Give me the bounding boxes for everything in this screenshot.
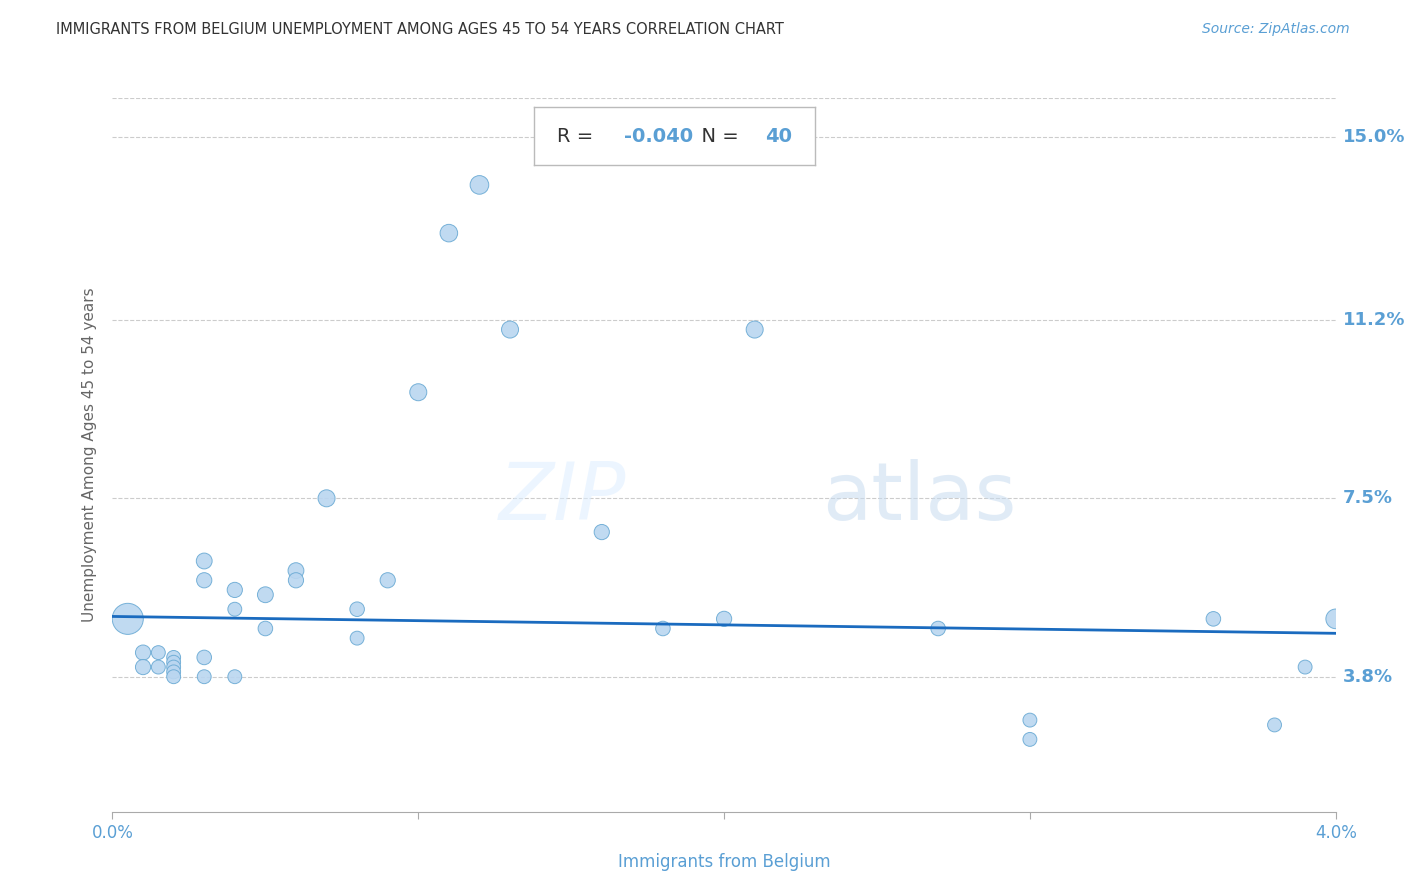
Point xyxy=(591,524,613,539)
Point xyxy=(224,582,246,597)
Y-axis label: Unemployment Among Ages 45 to 54 years: Unemployment Among Ages 45 to 54 years xyxy=(82,287,97,623)
Text: 3.8%: 3.8% xyxy=(1343,668,1393,686)
Text: IMMIGRANTS FROM BELGIUM UNEMPLOYMENT AMONG AGES 45 TO 54 YEARS CORRELATION CHART: IMMIGRANTS FROM BELGIUM UNEMPLOYMENT AMO… xyxy=(56,22,785,37)
Text: Source: ZipAtlas.com: Source: ZipAtlas.com xyxy=(1202,22,1350,37)
Point xyxy=(254,622,277,636)
Point xyxy=(224,602,246,616)
Point xyxy=(284,574,308,588)
Point xyxy=(346,602,368,616)
Point xyxy=(652,622,675,636)
Point xyxy=(437,226,460,240)
Point xyxy=(163,665,186,679)
Point xyxy=(927,622,949,636)
Text: 15.0%: 15.0% xyxy=(1343,128,1405,145)
Text: R =: R = xyxy=(557,127,599,145)
Point xyxy=(254,588,277,602)
Point xyxy=(377,574,399,588)
Text: N =: N = xyxy=(689,127,745,145)
Point xyxy=(1264,718,1286,732)
Point xyxy=(1018,713,1040,727)
Point xyxy=(468,178,491,192)
Point xyxy=(193,650,215,665)
Point xyxy=(148,660,170,674)
Point xyxy=(163,650,186,665)
Point xyxy=(193,670,215,684)
Point xyxy=(408,385,430,400)
Point xyxy=(163,660,186,674)
Point xyxy=(315,491,337,506)
Point xyxy=(193,574,215,588)
Text: ZIP: ZIP xyxy=(499,458,626,537)
Point xyxy=(499,322,522,336)
Text: 7.5%: 7.5% xyxy=(1343,490,1393,508)
Point xyxy=(1018,732,1040,747)
Point xyxy=(284,564,308,578)
Point xyxy=(148,646,170,660)
Text: 11.2%: 11.2% xyxy=(1343,311,1405,329)
Point xyxy=(1202,612,1225,626)
Point xyxy=(163,655,186,669)
Point xyxy=(163,670,186,684)
Point xyxy=(713,612,735,626)
Text: -0.040: -0.040 xyxy=(624,127,693,145)
Point xyxy=(346,631,368,645)
Point xyxy=(224,670,246,684)
Point xyxy=(132,660,155,674)
Point xyxy=(744,322,766,336)
Point xyxy=(1324,612,1347,626)
Text: atlas: atlas xyxy=(823,458,1017,537)
Point xyxy=(193,554,215,568)
Point xyxy=(117,612,139,626)
Point xyxy=(1294,660,1316,674)
X-axis label: Immigrants from Belgium: Immigrants from Belgium xyxy=(617,853,831,871)
Point xyxy=(132,646,155,660)
Text: 40: 40 xyxy=(765,127,792,145)
